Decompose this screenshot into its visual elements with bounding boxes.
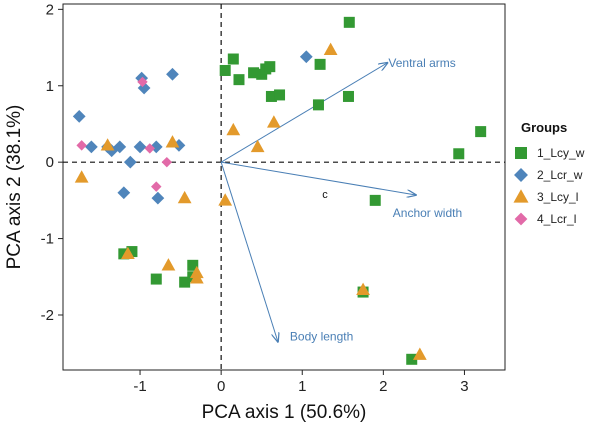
x-tick-label: 1	[298, 378, 306, 395]
x-axis-ticks: -1 0 1 2 3	[133, 370, 469, 395]
data-point	[151, 191, 165, 205]
data-point	[266, 115, 281, 128]
data-point	[123, 155, 137, 169]
y-tick-label: 0	[46, 154, 54, 171]
series-4_Lcr_l	[76, 76, 173, 192]
loading-vector-arrow	[221, 161, 416, 195]
legend-title: Groups	[521, 120, 567, 135]
legend-marker	[514, 212, 528, 226]
data-point	[189, 271, 204, 284]
data-point	[343, 16, 355, 28]
legend-marker	[514, 168, 528, 182]
data-points	[72, 16, 487, 365]
data-point	[369, 194, 381, 206]
data-point	[219, 64, 231, 76]
data-point	[265, 90, 277, 102]
data-point	[113, 140, 127, 154]
annotations: c	[322, 189, 328, 201]
y-tick-label: -2	[41, 307, 54, 324]
data-point	[177, 190, 192, 204]
y-tick-label: 2	[46, 1, 54, 18]
data-point	[126, 246, 138, 258]
data-point	[248, 67, 260, 79]
data-point	[356, 282, 370, 295]
data-point	[165, 135, 180, 148]
x-axis-title: PCA axis 1 (50.6%)	[202, 402, 367, 423]
legend-marker	[513, 189, 529, 203]
loading-vector-label: Anchor width	[393, 206, 462, 220]
data-point	[121, 246, 135, 260]
legend-label: 3_Lcy_l	[537, 190, 578, 204]
data-point	[161, 258, 176, 271]
data-point	[144, 143, 155, 154]
legend-label: 1_Lcy_w	[537, 146, 585, 160]
data-point	[218, 193, 233, 206]
y-tick-label: 1	[46, 78, 54, 95]
data-point	[118, 248, 130, 260]
data-point	[314, 58, 326, 70]
data-point	[475, 126, 487, 138]
data-point	[74, 170, 89, 183]
data-point	[76, 140, 87, 151]
data-point	[100, 138, 115, 151]
x-tick-label: 0	[217, 378, 225, 395]
data-point	[274, 89, 286, 101]
data-point	[72, 109, 86, 123]
legend-marker	[515, 147, 527, 159]
data-point	[137, 76, 148, 88]
data-point	[85, 140, 98, 154]
data-point	[166, 67, 179, 81]
data-point	[179, 276, 191, 288]
data-point	[227, 53, 239, 65]
loading-vector-arrow	[220, 63, 387, 163]
legend-label: 2_Lcr_w	[537, 168, 583, 182]
x-tick-label: -1	[133, 378, 146, 395]
loading-vectors: Ventral arms Anchor width Body length	[220, 56, 462, 344]
y-tick-label: -1	[41, 231, 54, 248]
loading-vector-arrow	[220, 162, 278, 342]
data-point	[264, 61, 276, 73]
data-point	[150, 273, 162, 285]
data-point	[233, 74, 245, 86]
y-axis-ticks: -2 -1 0 1 2	[41, 1, 63, 324]
data-point	[312, 99, 324, 111]
data-point	[133, 140, 147, 154]
data-point	[250, 139, 265, 153]
legend: Groups 1_Lcy_w 2_Lcr_w 3_Lcy_l 4_Lcr_l	[513, 120, 585, 226]
data-point	[187, 259, 199, 271]
data-point	[412, 347, 427, 360]
y-axis-title: PCA axis 2 (38.1%)	[4, 105, 25, 270]
legend-label: 4_Lcr_l	[537, 212, 576, 226]
x-tick-label: 2	[379, 378, 387, 395]
data-point	[161, 156, 173, 168]
annotation-label: c	[322, 189, 328, 201]
data-point	[406, 353, 418, 365]
x-tick-label: 3	[460, 378, 468, 395]
loading-vector-label: Body length	[290, 330, 353, 344]
data-point	[151, 181, 162, 192]
plot-area	[62, 3, 506, 371]
series-3_Lcy_l	[74, 42, 427, 360]
data-point	[117, 186, 131, 200]
data-point	[299, 50, 313, 64]
data-point	[453, 148, 465, 160]
data-point	[226, 122, 241, 136]
loading-vector-label: Ventral arms	[388, 56, 455, 70]
data-point	[342, 90, 354, 102]
data-point	[323, 42, 338, 56]
